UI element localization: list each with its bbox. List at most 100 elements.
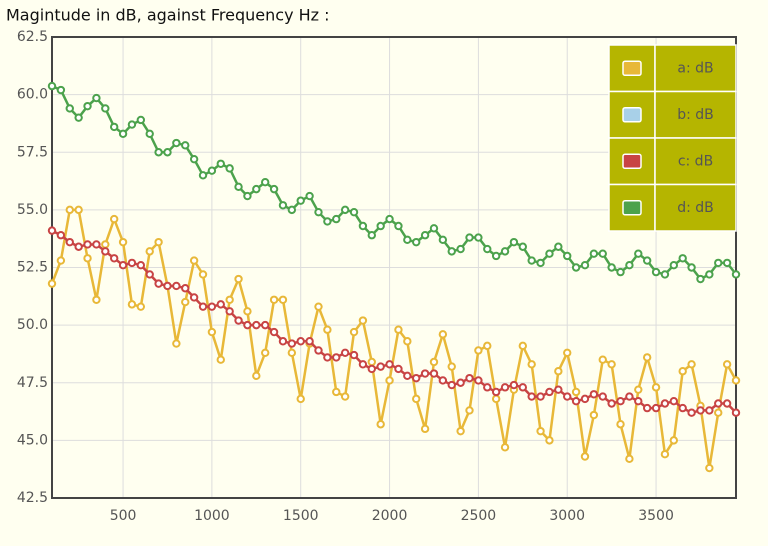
point: [367, 364, 376, 374]
point: [136, 260, 146, 270]
point: [687, 263, 696, 272]
point: [607, 360, 616, 369]
point: [296, 196, 305, 205]
point: [269, 295, 279, 304]
x-tick-label: 1500: [283, 508, 319, 524]
point: [447, 380, 456, 390]
point: [651, 403, 661, 413]
point: [403, 235, 412, 245]
point: [332, 214, 341, 224]
point: [332, 387, 341, 397]
point: [474, 346, 483, 355]
point: [136, 115, 146, 125]
point: [74, 113, 83, 122]
point: [296, 394, 305, 404]
x-tick-label: 3000: [549, 508, 585, 524]
point: [198, 270, 208, 279]
point: [412, 237, 421, 247]
point: [545, 387, 554, 397]
point: [589, 249, 599, 258]
point: [545, 249, 554, 258]
point: [563, 251, 572, 261]
point: [252, 320, 261, 330]
point: [625, 392, 634, 401]
point: [456, 244, 465, 254]
point: [714, 408, 723, 417]
point: [181, 297, 190, 307]
point: [607, 263, 616, 272]
point: [554, 242, 563, 251]
point: [642, 403, 652, 413]
point: [571, 396, 581, 406]
point: [571, 263, 581, 272]
point: [678, 403, 687, 413]
point: [403, 371, 412, 381]
point: [349, 327, 359, 337]
point: [731, 270, 741, 279]
point: [323, 217, 332, 226]
point: [47, 226, 57, 235]
point: [305, 191, 314, 201]
point: [518, 341, 528, 351]
point: [92, 240, 101, 249]
point: [243, 307, 252, 316]
point: [225, 295, 234, 304]
y-tick-label: 50.0: [17, 317, 48, 333]
point: [722, 360, 732, 369]
point: [252, 371, 261, 381]
point: [367, 357, 376, 367]
point: [234, 274, 243, 284]
point: [314, 302, 323, 311]
point: [376, 420, 385, 429]
point: [83, 101, 92, 111]
point: [243, 320, 252, 330]
point: [127, 258, 137, 268]
point: [500, 443, 510, 452]
point: [731, 376, 741, 385]
point: [278, 295, 288, 304]
point: [714, 399, 723, 408]
point: [207, 302, 217, 311]
point: [269, 184, 279, 194]
point: [252, 184, 261, 194]
point: [56, 231, 66, 240]
point: [678, 254, 687, 263]
point: [420, 424, 430, 434]
point: [163, 281, 172, 291]
point: [642, 256, 652, 265]
point: [634, 249, 643, 258]
legend-swatch: [622, 107, 642, 123]
point: [314, 207, 323, 217]
point: [101, 240, 110, 249]
point: [172, 339, 181, 348]
point: [260, 348, 270, 357]
point: [181, 284, 190, 293]
point: [136, 302, 146, 311]
point: [198, 302, 208, 311]
point: [642, 353, 652, 362]
point: [172, 138, 181, 148]
point: [705, 406, 714, 415]
point: [616, 420, 625, 429]
point: [536, 392, 545, 401]
point: [207, 166, 217, 175]
point: [518, 383, 528, 392]
point: [358, 316, 368, 325]
point: [563, 392, 572, 401]
legend-cell: [654, 183, 737, 232]
point: [225, 307, 234, 316]
point: [509, 237, 519, 247]
point: [598, 355, 607, 364]
point: [722, 399, 732, 408]
point: [420, 231, 430, 240]
point: [394, 364, 403, 374]
point: [634, 385, 643, 394]
point: [660, 399, 670, 408]
point: [465, 406, 474, 415]
point: [625, 454, 634, 464]
point: [429, 369, 439, 378]
point: [127, 120, 137, 129]
point: [412, 373, 421, 383]
x-tick-label: 500: [110, 508, 137, 524]
y-tick-label: 60.0: [17, 87, 48, 103]
